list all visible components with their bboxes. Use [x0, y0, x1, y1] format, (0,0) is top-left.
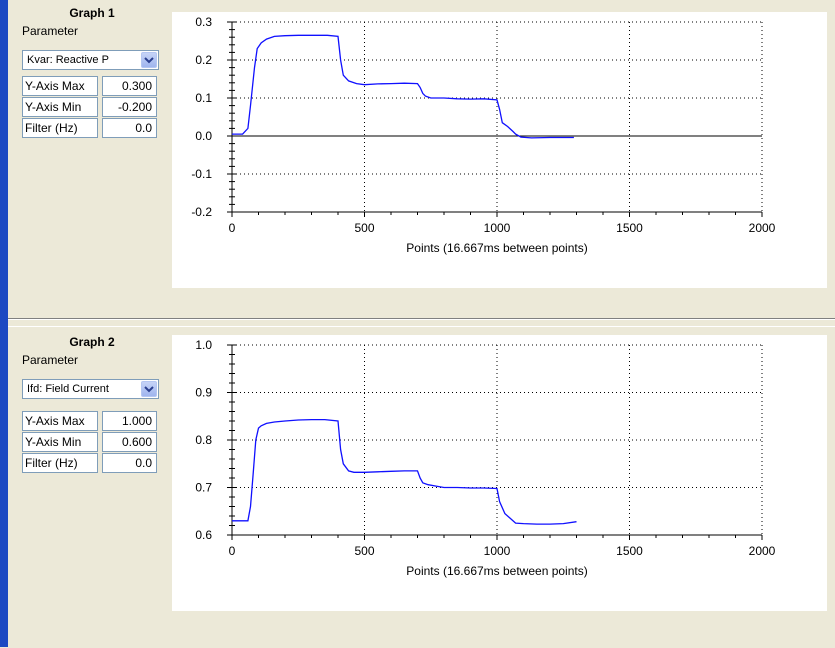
x-tick-label: 1500 [616, 544, 643, 558]
graph-1-pane: Graph 1 Parameter Kvar: Reactive P Y-Axi… [8, 0, 835, 319]
graph-2-pane: Graph 2 Parameter Ifd: Field Current Y-A… [8, 326, 835, 648]
x-tick-label: 0 [229, 544, 236, 558]
graph-2-ymax-label: Y-Axis Max [22, 411, 98, 431]
graph-1-ymax-label: Y-Axis Max [22, 76, 98, 96]
graph-1-parameter-label: Parameter [22, 24, 79, 38]
graph-1-filter-input[interactable] [102, 118, 157, 138]
graph-1-ymin-row: Y-Axis Min [22, 97, 162, 117]
graph-2-ymax-input[interactable] [102, 411, 157, 431]
x-tick-label: 1000 [484, 544, 511, 558]
graph-2-parameter-select[interactable]: Ifd: Field Current [22, 379, 159, 399]
x-tick-label: 500 [354, 544, 374, 558]
y-tick-label: 0.8 [195, 433, 212, 447]
x-tick-label: 0 [229, 221, 236, 235]
left-window-border [0, 0, 8, 647]
x-tick-label: 2000 [749, 221, 776, 235]
graph-2-y-tick-labels: 0.6 0.7 0.8 0.9 1.0 [195, 338, 212, 542]
y-tick-label: 0.9 [195, 386, 212, 400]
graph-2-x-tick-labels: 0 500 1000 1500 2000 [229, 544, 776, 558]
graph-2-parameter-value: Ifd: Field Current [27, 383, 109, 395]
graph-2-filter-label: Filter (Hz) [22, 453, 98, 473]
graph-2-ticks [227, 344, 763, 540]
graph-2-ymin-row: Y-Axis Min [22, 432, 162, 452]
graph-2-chart-area: 0 500 1000 1500 2000 0.6 0.7 0.8 0.9 1.0 Points … [172, 335, 827, 611]
graph-2-parameter-label: Parameter [22, 353, 79, 367]
y-tick-label: 0.7 [195, 481, 212, 495]
x-tick-label: 500 [354, 221, 374, 235]
graph-1-parameter-value: Kvar: Reactive P [27, 54, 109, 66]
y-tick-label: 0.1 [195, 91, 212, 105]
graph-1-filter-label: Filter (Hz) [22, 118, 98, 138]
graph-1-ymin-label: Y-Axis Min [22, 97, 98, 117]
graph-2-filter-row: Filter (Hz) [22, 453, 162, 473]
graph-2-ymin-label: Y-Axis Min [22, 432, 98, 452]
y-tick-label: 0.0 [195, 129, 212, 143]
graph-1-series-line [232, 34, 574, 139]
graph-1-grid [232, 21, 763, 212]
graph-1-chart-area: 0 500 1000 1500 2000 -0.2 -0.1 0.0 0.1 0.2 0.3 Po… [172, 12, 827, 288]
x-tick-label: 1000 [484, 221, 511, 235]
graph-1-filter-row: Filter (Hz) [22, 118, 162, 138]
y-tick-label: 0.2 [195, 53, 212, 67]
graph-1-title: Graph 1 [69, 6, 115, 20]
graph-1-ticks [227, 21, 763, 217]
graph-2-grid [232, 344, 763, 535]
y-tick-label: 1.0 [195, 338, 212, 352]
graph-1-x-tick-labels: 0 500 1000 1500 2000 [229, 221, 776, 235]
chevron-down-icon[interactable] [141, 381, 157, 397]
graph-2-ymax-row: Y-Axis Max [22, 411, 162, 431]
chevron-down-icon[interactable] [141, 52, 157, 68]
graph-2-x-axis-title: Points (16.667ms between points) [406, 564, 587, 578]
graph-1-y-tick-labels: -0.2 -0.1 0.0 0.1 0.2 0.3 [191, 15, 212, 219]
x-tick-label: 2000 [749, 544, 776, 558]
y-tick-label: 0.3 [195, 15, 212, 29]
graph-1-ymax-row: Y-Axis Max [22, 76, 162, 96]
graph-2-title: Graph 2 [69, 335, 115, 349]
graph-1-x-axis-title: Points (16.667ms between points) [406, 241, 587, 255]
graph-2-chart: 0 500 1000 1500 2000 0.6 0.7 0.8 0.9 1.0 Points … [195, 338, 776, 578]
graph-1-ymax-input[interactable] [102, 76, 157, 96]
graph-2-filter-input[interactable] [102, 453, 157, 473]
graph-2-series-line [232, 418, 577, 525]
y-tick-label: -0.1 [191, 167, 212, 181]
x-tick-label: 1500 [616, 221, 643, 235]
y-tick-label: -0.2 [191, 205, 212, 219]
y-tick-label: 0.6 [195, 528, 212, 542]
graph-1-ymin-input[interactable] [102, 97, 157, 117]
graph-1-chart: 0 500 1000 1500 2000 -0.2 -0.1 0.0 0.1 0.2 0.3 Po… [191, 15, 776, 255]
graph-1-parameter-select[interactable]: Kvar: Reactive P [22, 50, 159, 70]
graph-2-ymin-input[interactable] [102, 432, 157, 452]
